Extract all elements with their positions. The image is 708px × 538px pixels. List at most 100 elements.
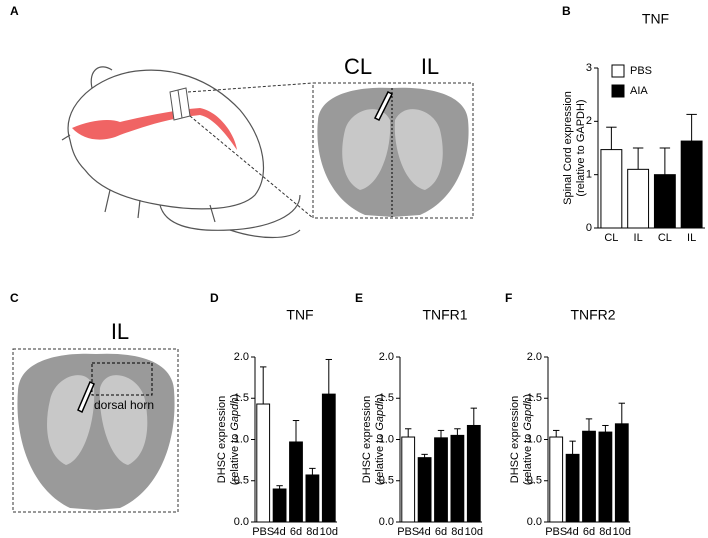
bar — [417, 457, 432, 523]
bar — [680, 140, 703, 229]
bar — [598, 431, 613, 523]
y-axis-label-part: Gapdh — [374, 398, 386, 431]
y-tick-label: 3 — [586, 62, 592, 74]
bar — [256, 403, 271, 523]
side-label: IL — [111, 319, 129, 344]
bar — [450, 434, 465, 523]
x-tick-label: PBS — [397, 526, 419, 538]
y-tick-label: 1.5 — [527, 392, 542, 404]
bar — [305, 474, 320, 523]
x-tick-label: CL — [604, 232, 618, 244]
injury-marker — [373, 90, 394, 122]
chart-title: TNFR1 — [422, 307, 467, 323]
mouse-drawing — [61, 66, 301, 239]
x-tick-label: IL — [687, 232, 696, 244]
injury-marker — [77, 380, 95, 414]
bar — [549, 436, 564, 523]
y-tick-label: 1.0 — [379, 433, 394, 445]
y-axis-label-line: DHSC expression — [361, 396, 373, 483]
x-tick-label: 10d — [465, 526, 483, 538]
y-tick-label: 1 — [586, 169, 592, 181]
x-tick-label: 8d — [306, 526, 318, 538]
y-axis-label-part: Gapdh — [522, 398, 534, 431]
x-tick-label: 10d — [320, 526, 338, 538]
x-tick-label: 10d — [613, 526, 631, 538]
y-axis-label-part: (relative to — [522, 431, 534, 485]
legend-label: PBS — [630, 65, 652, 77]
side-label: CL — [344, 54, 372, 79]
y-tick-label: 0.5 — [234, 475, 249, 487]
x-tick-label: PBS — [545, 526, 567, 538]
y-axis-label: DHSC expression — [361, 396, 373, 483]
chart-title: TNF — [286, 307, 313, 323]
y-axis-label: DHSC expression — [509, 396, 521, 483]
x-tick-label: CL — [658, 232, 672, 244]
y-tick-label: 1.0 — [527, 433, 542, 445]
bar — [565, 453, 580, 523]
legend-swatch — [611, 84, 625, 98]
zoom-lines — [187, 82, 314, 219]
section-slice — [169, 87, 191, 121]
y-axis-label-line: Spinal Cord expression — [562, 91, 574, 205]
y-axis-label-line: DHSC expression — [509, 396, 521, 483]
region-label: dorsal horn — [94, 398, 154, 412]
bar — [434, 437, 448, 523]
x-tick-label: PBS — [252, 526, 274, 538]
y-tick-label: 0.5 — [379, 475, 394, 487]
x-tick-label: 6d — [435, 526, 447, 538]
y-axis-label-part: ) — [522, 394, 534, 398]
bar — [289, 441, 303, 523]
panel-letter: A — [10, 4, 19, 18]
panel-letter: E — [355, 291, 363, 305]
y-tick-label: 0.0 — [234, 516, 249, 528]
y-axis-label: Spinal Cord expression — [562, 91, 574, 205]
y-tick-label: 2.0 — [527, 351, 542, 363]
bar — [653, 174, 676, 229]
y-axis-label-part: ) — [229, 394, 241, 398]
y-tick-label: 0.5 — [527, 475, 542, 487]
grey-matter — [342, 109, 443, 190]
y-axis-label-line: DHSC expression — [216, 396, 228, 483]
y-tick-label: 0 — [586, 222, 592, 234]
y-tick-label: 1.5 — [234, 392, 249, 404]
panel-letter: B — [562, 4, 571, 18]
bar — [401, 436, 416, 523]
panel-letter: C — [10, 291, 19, 305]
y-axis-label-part: (relative to — [229, 431, 241, 485]
y-tick-label: 2 — [586, 115, 592, 127]
bar — [272, 488, 287, 523]
y-tick-label: 1.5 — [379, 392, 394, 404]
y-axis-label-part: (relative to — [374, 431, 386, 485]
bar — [627, 168, 650, 229]
panel-letter: D — [210, 291, 219, 305]
bar — [614, 423, 629, 523]
y-axis-label: (relative to GAPDH) — [575, 99, 587, 196]
spinal-cord-highlight — [72, 108, 237, 150]
y-axis-label-part: (relative to GAPDH) — [575, 99, 587, 196]
y-axis-label: DHSC expression — [216, 396, 228, 483]
bar — [321, 393, 336, 523]
x-tick-label: 4d — [273, 526, 285, 538]
bar — [600, 149, 623, 229]
panel-letter: F — [505, 291, 512, 305]
side-label: IL — [421, 54, 439, 79]
x-tick-label: 6d — [290, 526, 302, 538]
x-tick-label: 8d — [599, 526, 611, 538]
y-tick-label: 2.0 — [379, 351, 394, 363]
grey-matter — [47, 375, 148, 465]
y-axis-label-part: Gapdh — [229, 398, 241, 431]
x-tick-label: 6d — [583, 526, 595, 538]
bar — [582, 430, 596, 523]
legend-swatch — [611, 64, 625, 78]
x-tick-label: 4d — [418, 526, 430, 538]
legend-label: AIA — [630, 85, 648, 97]
y-tick-label: 0.0 — [527, 516, 542, 528]
y-axis-label: (relative to Gapdh) — [374, 394, 386, 485]
x-tick-label: IL — [634, 232, 643, 244]
bar — [466, 424, 481, 523]
y-axis-label-part: ) — [374, 394, 386, 398]
chart-title: TNFR2 — [570, 307, 615, 323]
chart-title: TNF — [642, 11, 669, 27]
y-axis-label: (relative to Gapdh) — [522, 394, 534, 485]
dorsal-horn-box — [91, 362, 153, 396]
